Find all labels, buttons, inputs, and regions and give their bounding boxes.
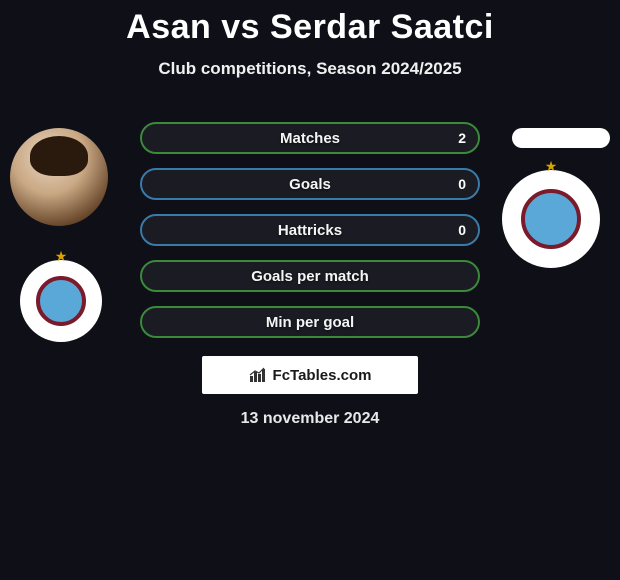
stat-row: Goals 0 (140, 168, 480, 200)
date-text: 13 november 2024 (0, 410, 620, 428)
crest-inner-left (36, 276, 87, 327)
brand-text: FcTables.com (273, 367, 372, 384)
stat-label: Min per goal (266, 314, 354, 331)
page-title: Asan vs Serdar Saatci (0, 0, 620, 47)
stat-left-value: 0 (458, 222, 466, 238)
stat-label: Hattricks (278, 222, 342, 239)
stat-row: Min per goal (140, 306, 480, 338)
stat-row: Goals per match (140, 260, 480, 292)
stat-label: Matches (280, 130, 340, 147)
stat-label: Goals (289, 176, 331, 193)
crest-inner-right (521, 189, 582, 250)
player-left-avatar (10, 128, 108, 226)
star-icon: ★ (55, 248, 68, 265)
star-icon: ★ (545, 158, 558, 175)
stats-container: Matches 2 Goals 0 Hattricks 0 Goals per match M… (140, 122, 480, 338)
stat-left-value: 0 (458, 176, 466, 192)
player-right-avatar (512, 128, 610, 148)
stat-label: Goals per match (251, 268, 369, 285)
stat-left-value: 2 (458, 130, 466, 146)
club-crest-right: ★ (502, 170, 600, 268)
club-crest-left: ★ (20, 260, 102, 342)
stat-row: Matches 2 (140, 122, 480, 154)
subtitle: Club competitions, Season 2024/2025 (0, 59, 620, 79)
stat-row: Hattricks 0 (140, 214, 480, 246)
chart-icon (249, 367, 267, 383)
brand-badge: FcTables.com (202, 356, 418, 394)
